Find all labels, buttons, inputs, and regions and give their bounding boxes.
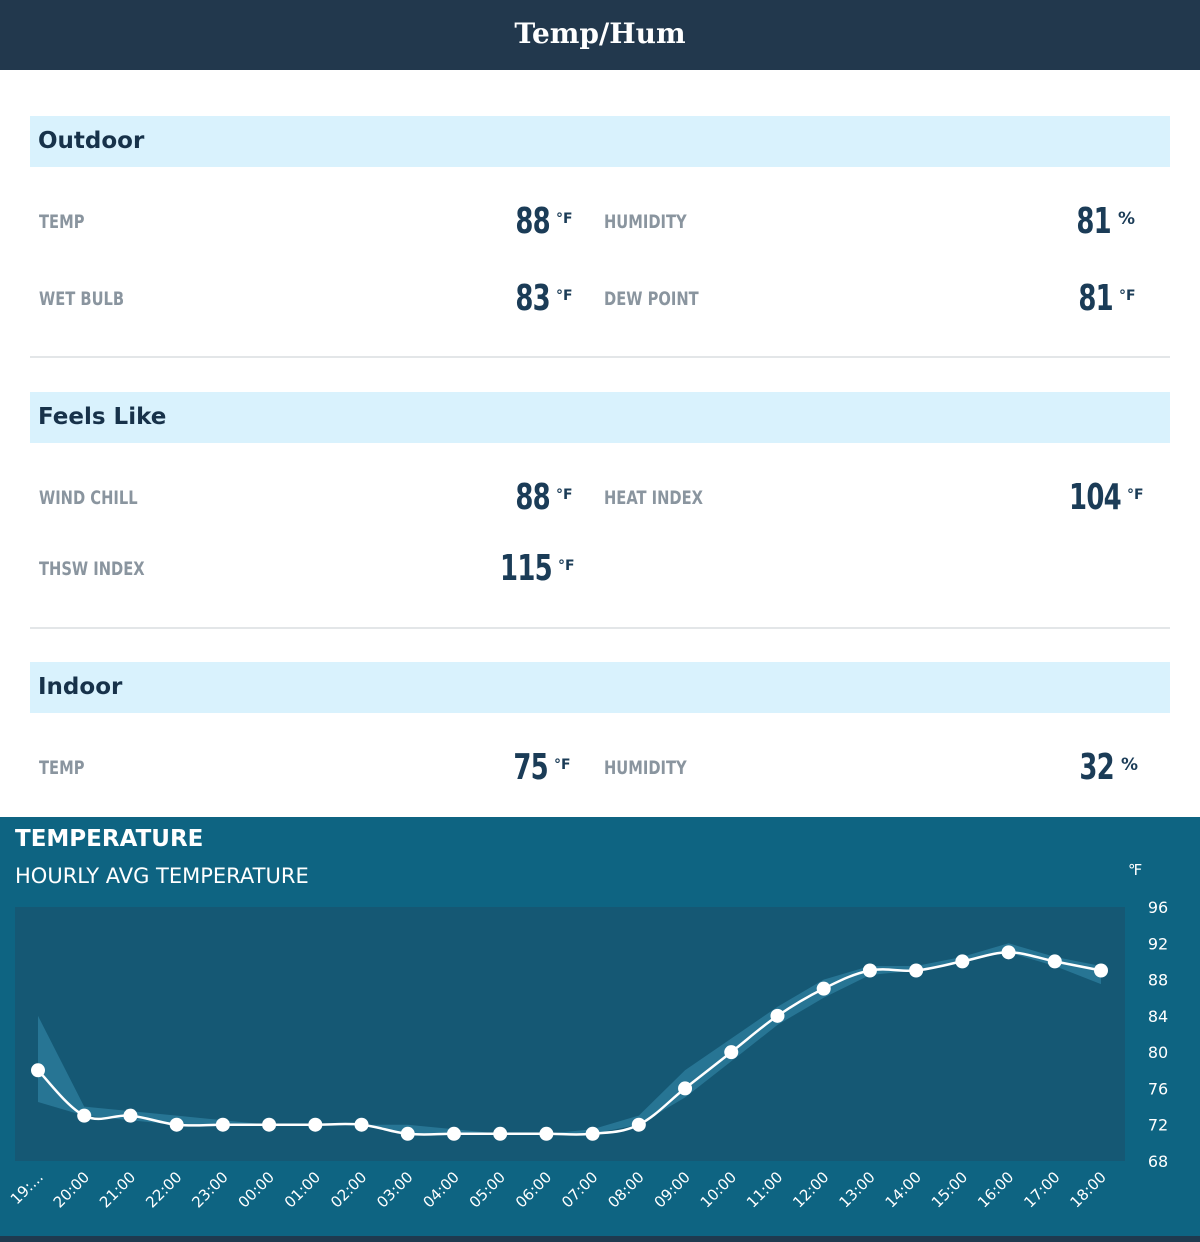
data-point <box>1001 945 1016 960</box>
x-tick-label: 21:00 <box>96 1168 139 1211</box>
indoor-temp-label: TEMP <box>39 757 85 779</box>
x-tick-label: 19:... <box>7 1168 47 1208</box>
outdoor-heading: Outdoor <box>38 128 145 154</box>
thsw-index-label: THSW INDEX <box>39 558 145 580</box>
indoor-section-header: Indoor <box>30 662 1170 713</box>
y-tick-label: 92 <box>1148 934 1168 953</box>
indoor-heading: Indoor <box>38 674 123 700</box>
x-tick-label: 20:00 <box>50 1168 93 1211</box>
data-point <box>816 981 831 996</box>
feels-like-section-header: Feels Like <box>30 392 1170 443</box>
data-point <box>400 1126 415 1141</box>
panel-bottom-border <box>0 1236 1200 1242</box>
page-title: Temp/Hum <box>514 17 686 50</box>
y-tick-label: 68 <box>1148 1152 1168 1171</box>
outdoor-temp-value: 88 <box>515 201 550 242</box>
y-tick-label: 84 <box>1148 1007 1168 1026</box>
x-tick-label: 16:00 <box>974 1168 1017 1211</box>
y-tick-label: 72 <box>1148 1116 1168 1135</box>
x-tick-label: 06:00 <box>512 1168 555 1211</box>
chart-title: TEMPERATURE <box>15 826 204 852</box>
data-point <box>1094 963 1108 978</box>
x-tick-label: 08:00 <box>604 1168 647 1211</box>
dew-point-unit: °F <box>1119 288 1136 304</box>
data-point <box>215 1117 230 1132</box>
data-point <box>770 1008 785 1023</box>
x-tick-label: 09:00 <box>651 1168 694 1211</box>
thsw-index-unit: °F <box>558 558 575 574</box>
outdoor-humidity-unit: % <box>1118 209 1136 229</box>
data-point <box>262 1117 277 1132</box>
range-band <box>38 943 1101 1134</box>
x-tick-label: 04:00 <box>419 1168 462 1211</box>
data-point <box>169 1117 184 1132</box>
chart-subtitle: HOURLY AVG TEMPERATURE <box>15 864 309 888</box>
wind-chill-value: 88 <box>515 477 550 518</box>
data-point <box>909 963 924 978</box>
y-tick-label: 96 <box>1148 898 1168 917</box>
x-tick-label: 10:00 <box>697 1168 740 1211</box>
data-point <box>123 1108 138 1123</box>
feels-like-heading: Feels Like <box>38 404 167 430</box>
data-point <box>308 1117 323 1132</box>
data-point <box>724 1045 739 1060</box>
data-point <box>678 1081 693 1096</box>
y-tick-label: 76 <box>1148 1079 1168 1098</box>
x-tick-label: 17:00 <box>1020 1168 1063 1211</box>
outdoor-temp-label: TEMP <box>39 211 85 233</box>
data-point <box>955 954 970 969</box>
y-tick-label: 80 <box>1148 1043 1168 1062</box>
data-point <box>1047 954 1062 969</box>
heat-index-unit: °F <box>1127 487 1144 503</box>
section-divider <box>30 627 1170 629</box>
heat-index-value: 104 <box>1069 477 1122 518</box>
data-point <box>585 1126 600 1141</box>
x-tick-label: 05:00 <box>466 1168 509 1211</box>
data-point <box>31 1063 45 1078</box>
indoor-temp-unit: °F <box>554 757 571 773</box>
x-tick-label: 03:00 <box>373 1168 416 1211</box>
heat-index-label: HEAT INDEX <box>604 487 703 509</box>
outdoor-temp-unit: °F <box>556 211 573 227</box>
indoor-humidity-label: HUMIDITY <box>604 757 687 779</box>
dew-point-value: 81 <box>1078 278 1113 319</box>
x-tick-label: 15:00 <box>928 1168 971 1211</box>
data-point <box>539 1126 554 1141</box>
x-tick-label: 02:00 <box>327 1168 370 1211</box>
app-header: Temp/Hum <box>0 0 1200 70</box>
data-point <box>493 1126 508 1141</box>
indoor-temp-value: 75 <box>513 747 548 788</box>
wet-bulb-label: WET BULB <box>39 288 125 310</box>
dew-point-label: DEW POINT <box>604 288 699 310</box>
section-divider <box>30 356 1170 358</box>
outdoor-section-header: Outdoor <box>30 116 1170 167</box>
x-tick-label: 13:00 <box>835 1168 878 1211</box>
wind-chill-unit: °F <box>556 487 573 503</box>
y-tick-label: 88 <box>1148 971 1168 990</box>
data-point <box>631 1117 646 1132</box>
x-tick-label: 14:00 <box>882 1168 925 1211</box>
wind-chill-label: WIND CHILL <box>39 487 138 509</box>
x-tick-label: 00:00 <box>235 1168 278 1211</box>
indoor-humidity-unit: % <box>1121 755 1139 775</box>
wet-bulb-unit: °F <box>556 288 573 304</box>
x-tick-label: 01:00 <box>281 1168 324 1211</box>
x-tick-label: 18:00 <box>1067 1168 1110 1211</box>
data-point <box>354 1117 369 1132</box>
x-tick-label: 11:00 <box>743 1168 786 1211</box>
chart-unit-label: ℉ <box>1128 861 1143 879</box>
x-tick-label: 12:00 <box>789 1168 832 1211</box>
thsw-index-value: 115 <box>500 548 553 589</box>
data-point <box>446 1126 461 1141</box>
indoor-humidity-value: 32 <box>1079 747 1114 788</box>
x-tick-label: 23:00 <box>188 1168 231 1211</box>
data-point <box>862 963 877 978</box>
x-tick-label: 07:00 <box>558 1168 601 1211</box>
outdoor-humidity-value: 81 <box>1076 201 1111 242</box>
wet-bulb-value: 83 <box>515 278 550 319</box>
data-point <box>77 1108 92 1123</box>
x-tick-label: 22:00 <box>142 1168 185 1211</box>
outdoor-humidity-label: HUMIDITY <box>604 211 687 233</box>
